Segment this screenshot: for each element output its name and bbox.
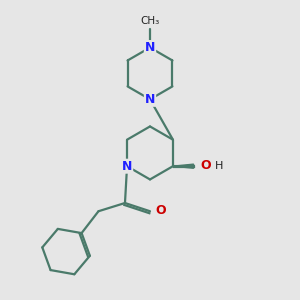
Text: O: O xyxy=(200,159,211,172)
Text: CH₃: CH₃ xyxy=(140,16,160,26)
Polygon shape xyxy=(173,164,194,168)
Text: N: N xyxy=(122,160,132,173)
Text: N: N xyxy=(145,41,155,54)
Text: N: N xyxy=(145,93,155,106)
Text: H: H xyxy=(215,161,224,171)
Text: O: O xyxy=(155,204,166,217)
